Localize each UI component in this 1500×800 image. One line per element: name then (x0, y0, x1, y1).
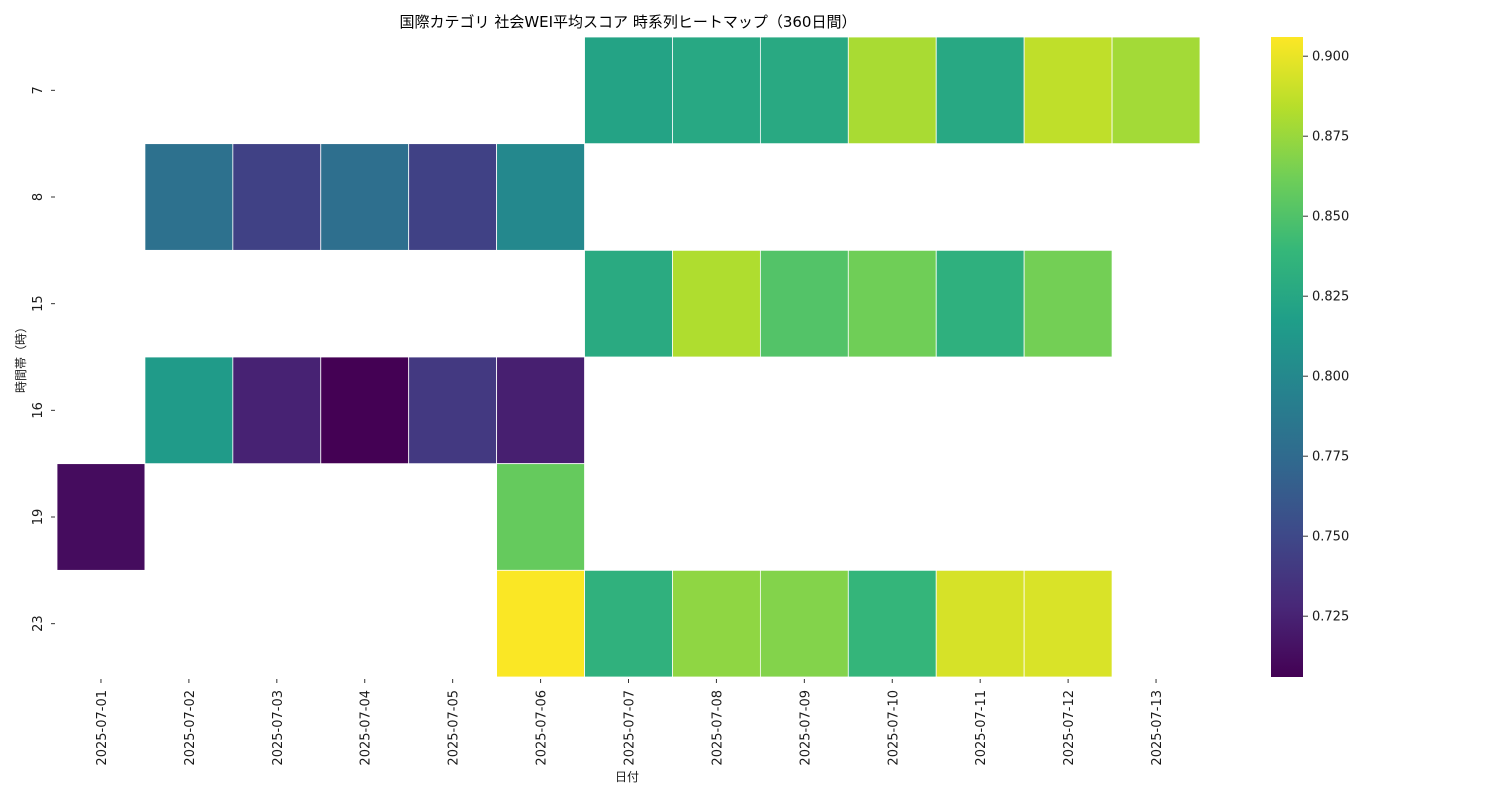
heatmap-cell (232, 356, 322, 465)
colorbar-tick-label: 0.875 (1312, 130, 1349, 145)
x-axis-label: 日付 (615, 770, 639, 784)
x-tick-label: 2025-07-11 (974, 690, 989, 766)
heatmap-cell (759, 569, 849, 678)
colorbar-tick-label: 0.900 (1312, 50, 1349, 65)
colorbar-ticks: 0.725 0.750 0.775 0.800 0.825 0.850 0.875 0.900 (1303, 50, 1349, 625)
x-axis-ticks: 2025-07-01 2025-07-02 2025-07-03 2025-07-04… (95, 679, 1165, 766)
y-tick-label: 15 (31, 295, 46, 312)
heatmap-cell (847, 249, 937, 358)
y-tick-label: 23 (31, 615, 46, 632)
heatmap-cell (320, 143, 410, 251)
x-tick-label: 2025-07-03 (271, 690, 286, 766)
heatmap-cell (496, 356, 585, 465)
colorbar-tick-label: 0.800 (1312, 370, 1349, 385)
colorbar (1271, 37, 1303, 677)
heatmap-cell (672, 36, 761, 145)
heatmap-cell (672, 569, 761, 678)
x-tick-label: 2025-07-01 (95, 690, 110, 766)
heatmap-cell (496, 463, 585, 571)
heatmap-cell (56, 463, 146, 571)
heatmap-cell (320, 356, 410, 465)
heatmap-cell (144, 143, 234, 251)
heatmap-cell (1023, 569, 1113, 678)
y-axis-ticks: 7 8 15 16 19 23 (31, 86, 55, 632)
heatmap-cell (496, 569, 585, 678)
colorbar-tick-label: 0.775 (1312, 450, 1349, 465)
y-tick-label: 16 (31, 402, 46, 419)
x-tick-label: 2025-07-09 (798, 690, 813, 766)
chart-title: 国際カテゴリ 社会WEI平均スコア 時系列ヒートマップ（360日間） (400, 13, 857, 31)
colorbar-tick-label: 0.850 (1312, 210, 1349, 225)
x-tick-label: 2025-07-10 (886, 690, 901, 766)
heatmap-cell (759, 249, 849, 358)
heatmap-cell (935, 36, 1025, 145)
x-tick-label: 2025-07-07 (623, 690, 638, 766)
heatmap-cell (1023, 36, 1113, 145)
heatmap-cell (847, 569, 937, 678)
heatmap-cells (56, 36, 1201, 678)
colorbar-tick-label: 0.825 (1312, 290, 1349, 305)
heatmap-cell (1023, 249, 1113, 358)
heatmap-cell (935, 249, 1025, 358)
heatmap-cell (935, 569, 1025, 678)
heatmap-cell (408, 143, 498, 251)
heatmap-cell (584, 36, 673, 145)
heatmap-cell (759, 36, 849, 145)
heatmap-cell (144, 356, 234, 465)
x-tick-label: 2025-07-06 (535, 690, 550, 766)
x-tick-label: 2025-07-08 (710, 690, 725, 766)
heatmap-cell (847, 36, 937, 145)
y-tick-label: 8 (31, 193, 46, 201)
y-tick-label: 7 (31, 86, 46, 94)
x-tick-label: 2025-07-05 (447, 690, 462, 766)
y-tick-label: 19 (31, 509, 46, 526)
colorbar-tick-label: 0.725 (1312, 610, 1349, 625)
heatmap-cell (496, 143, 585, 251)
heatmap-cell (408, 356, 498, 465)
heatmap-cell (672, 249, 761, 358)
x-tick-label: 2025-07-04 (359, 690, 374, 766)
heatmap-cell (584, 249, 673, 358)
colorbar-tick-label: 0.750 (1312, 530, 1349, 545)
x-tick-label: 2025-07-12 (1062, 690, 1077, 766)
x-tick-label: 2025-07-13 (1150, 690, 1165, 766)
x-tick-label: 2025-07-02 (183, 690, 198, 766)
heatmap-cell (584, 569, 673, 678)
heatmap-cell (1111, 36, 1201, 145)
y-axis-label: 時間帯（時） (14, 321, 28, 393)
heatmap-cell (232, 143, 322, 251)
